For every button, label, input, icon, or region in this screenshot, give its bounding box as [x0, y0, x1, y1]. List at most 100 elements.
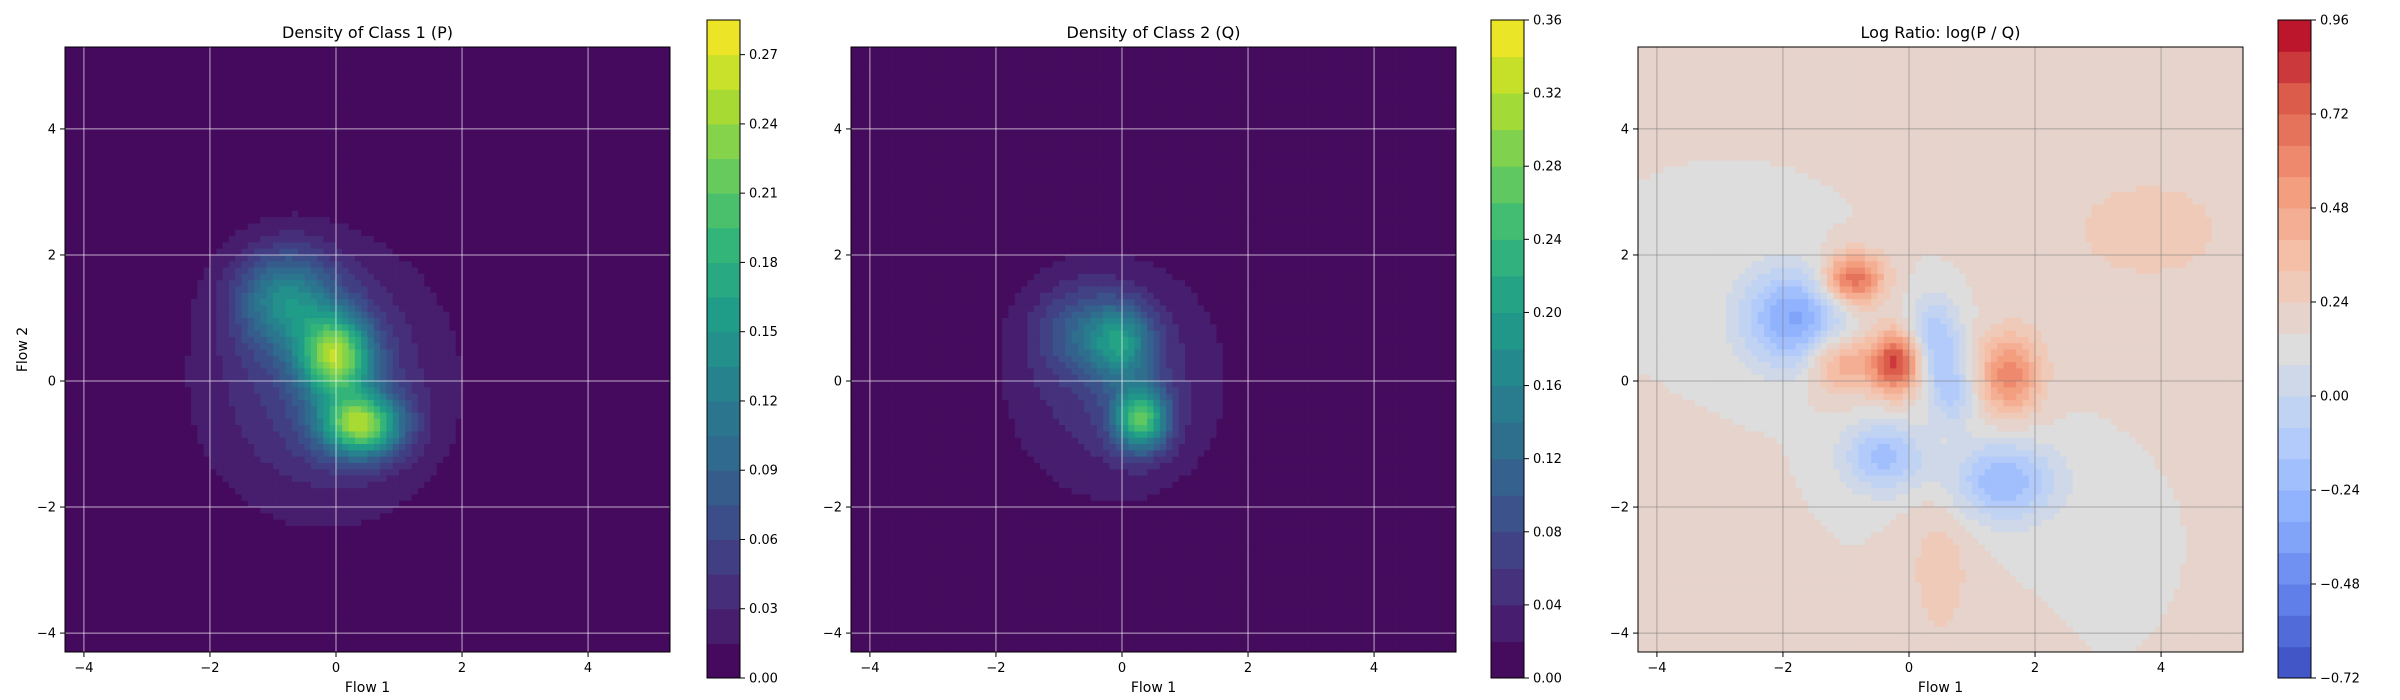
density-cell: [222, 355, 230, 363]
density-cell: [241, 399, 249, 407]
density-cell: [109, 84, 117, 92]
density-cell: [373, 362, 381, 369]
density-cell: [115, 500, 123, 508]
density-cell: [71, 103, 79, 111]
density-cell: [323, 204, 331, 212]
density-cell: [159, 160, 167, 168]
density-cell: [285, 551, 293, 559]
density-cell: [260, 406, 268, 414]
density-cell: [367, 349, 375, 357]
density-cell: [367, 154, 375, 162]
density-cell: [222, 78, 230, 86]
density-cell: [367, 355, 375, 363]
density-cell: [134, 481, 142, 489]
density-cell: [153, 229, 161, 237]
density-cell: [386, 128, 394, 136]
density-cell: [209, 444, 217, 451]
density-cell: [298, 620, 306, 628]
density-cell: [272, 349, 280, 357]
density-cell: [304, 475, 312, 483]
density-cell: [241, 620, 249, 628]
density-cell: [134, 355, 142, 363]
density-cell: [310, 488, 318, 496]
density-cell: [96, 236, 104, 243]
density-cell: [146, 267, 154, 275]
density-cell: [90, 456, 98, 464]
density-cell: [298, 324, 306, 332]
density-cell: [235, 601, 243, 609]
density-cell: [348, 538, 356, 546]
density-cell: [134, 381, 142, 388]
density-cell: [222, 551, 230, 559]
density-cell: [228, 475, 236, 483]
density-cell: [354, 633, 362, 640]
density-cell: [260, 582, 268, 590]
density-cell: [254, 645, 261, 652]
density-cell: [254, 311, 261, 319]
density-cell: [260, 261, 268, 269]
density-cell: [323, 626, 331, 634]
density-cell: [134, 462, 142, 470]
density-cell: [71, 217, 79, 225]
density-cell: [367, 456, 375, 464]
density-cell: [159, 254, 167, 262]
density-cell: [65, 179, 72, 187]
density-cell: [197, 418, 205, 426]
density-cell: [317, 160, 324, 168]
density-cell: [279, 576, 287, 584]
density-cell: [373, 273, 381, 281]
density-cell: [134, 626, 142, 634]
density-cell: [228, 47, 236, 54]
density-cell: [323, 267, 331, 275]
density-cell: [65, 160, 72, 168]
density-cell: [329, 544, 337, 552]
density-cell: [216, 387, 224, 395]
density-cell: [140, 570, 148, 577]
density-cell: [329, 299, 337, 306]
density-cell: [310, 311, 318, 319]
density-cell: [317, 639, 324, 647]
density-cell: [209, 223, 217, 231]
density-cell: [109, 128, 117, 136]
density-cell: [90, 53, 98, 61]
density-cell: [386, 191, 394, 199]
density-cell: [203, 191, 211, 199]
density-cell: [386, 519, 394, 527]
density-cell: [184, 179, 192, 187]
density-cell: [77, 267, 85, 275]
density-cell: [272, 431, 280, 439]
density-cell: [191, 355, 198, 363]
density-cell: [260, 639, 268, 647]
density-cell: [335, 147, 343, 155]
density-cell: [102, 305, 110, 313]
density-cell: [279, 317, 287, 325]
density-cell: [134, 305, 142, 313]
density-cell: [298, 273, 306, 281]
density-cell: [165, 242, 173, 250]
density-cell: [285, 519, 293, 527]
density-cell: [203, 462, 211, 470]
density-cell: [121, 488, 129, 496]
density-cell: [197, 267, 205, 275]
density-cell: [304, 336, 312, 344]
density-cell: [386, 324, 394, 332]
density-cell: [153, 614, 161, 622]
density-cell: [266, 437, 274, 445]
density-cell: [380, 173, 387, 180]
density-cell: [134, 532, 142, 540]
density-cell: [178, 330, 186, 338]
density-cell: [367, 450, 375, 458]
density-cell: [241, 488, 249, 496]
density-cell: [260, 223, 268, 231]
density-cell: [235, 305, 243, 313]
density-cell: [222, 317, 230, 325]
density-cell: [228, 324, 236, 332]
density-cell: [153, 645, 161, 652]
density-cell: [247, 299, 255, 306]
density-cell: [291, 91, 299, 99]
density-cell: [197, 324, 205, 332]
density-cell: [216, 204, 224, 212]
density-cell: [65, 147, 72, 155]
density-cell: [254, 229, 261, 237]
density-cell: [272, 179, 280, 187]
